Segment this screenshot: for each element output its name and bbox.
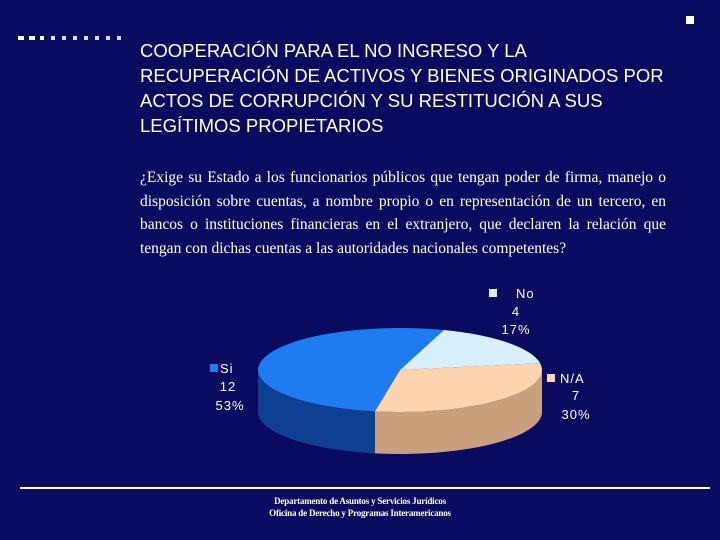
decorative-square	[18, 36, 24, 40]
decorative-square	[62, 36, 66, 40]
footer: Departamento de Asuntos y Servicios Jurí…	[200, 495, 520, 519]
pie-slice-na	[374, 363, 542, 412]
decorative-squares	[18, 16, 694, 40]
slice-percent: 53%	[215, 398, 244, 413]
decorative-square	[117, 36, 121, 40]
survey-question: ¿Exige su Estado a los funcionarios públ…	[140, 169, 666, 257]
decorative-square	[95, 36, 99, 40]
slide-title: COOPERACIÓN PARA EL NO INGRESO Y LA RECU…	[140, 40, 664, 136]
decorative-square	[686, 16, 694, 24]
decorative-square	[106, 36, 110, 40]
pie-slice-side	[258, 370, 375, 454]
legend-key-si	[210, 364, 218, 372]
legend-key-no	[489, 289, 497, 297]
decorative-square	[51, 36, 55, 40]
legend-key-na	[547, 374, 555, 382]
pie-slice-side	[374, 370, 542, 454]
decorative-square	[40, 36, 44, 40]
slice-label: Si	[220, 361, 234, 376]
slice-value: 12	[220, 379, 236, 394]
slice-percent: 30%	[561, 407, 590, 422]
pie-chart: No 4 17% N/A 7 30% Si 12 53%	[210, 286, 590, 454]
footer-divider	[20, 487, 710, 489]
footer-office: Oficina de Derecho y Programas Interamer…	[269, 508, 451, 518]
slice-percent: 17%	[501, 322, 530, 337]
slice-label: N/A	[560, 371, 585, 386]
decorative-square	[73, 36, 77, 40]
pie-slice-no	[400, 330, 541, 370]
slice-value: 4	[512, 304, 520, 319]
slice-label: No	[516, 286, 535, 301]
decorative-square	[84, 36, 88, 40]
slice-value: 7	[572, 388, 580, 403]
footer-department: Departamento de Asuntos y Servicios Jurí…	[274, 496, 446, 506]
pie-slice-si	[258, 328, 444, 412]
decorative-square	[29, 36, 35, 40]
